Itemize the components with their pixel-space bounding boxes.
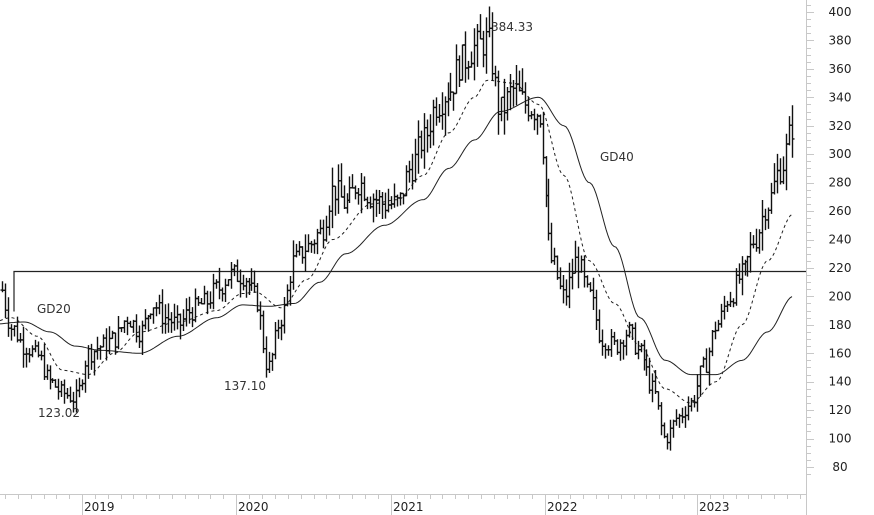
- horizontal-level-line: [13, 270, 806, 312]
- y-tick-label: 320: [829, 119, 852, 133]
- y-tick-label: 140: [829, 375, 852, 389]
- gd20-line: [0, 79, 793, 404]
- y-tick-label: 400: [829, 5, 852, 19]
- y-tick-label: 380: [829, 33, 852, 47]
- low-annotation-2018: 123.02: [38, 406, 80, 420]
- x-tick-label: 2019: [84, 500, 115, 514]
- gd40-line: [0, 96, 793, 376]
- y-tick-label: 80: [832, 460, 847, 474]
- low-annotation-2020: 137.10: [224, 379, 266, 393]
- x-tick-label: 2023: [699, 500, 730, 514]
- high-annotation: 384.33: [491, 20, 533, 34]
- ohlc-bars: [0, 6, 795, 451]
- y-tick-label: 340: [829, 90, 852, 104]
- y-tick-label: 120: [829, 403, 852, 417]
- y-tick-label: 100: [829, 432, 852, 446]
- y-tick-label: 360: [829, 62, 852, 76]
- x-tick-label: 2020: [238, 500, 269, 514]
- y-tick-label: 280: [829, 176, 852, 190]
- y-tick-label: 300: [829, 147, 852, 161]
- y-tick-label: 160: [829, 346, 852, 360]
- x-tick-label: 2022: [547, 500, 578, 514]
- gd20-label: GD20: [37, 302, 71, 316]
- x-tick-label: 2021: [393, 500, 424, 514]
- gd40-label: GD40: [600, 150, 634, 164]
- y-tick-label: 180: [829, 318, 852, 332]
- y-tick-label: 240: [829, 233, 852, 247]
- y-axis: 80 100 120 140 160 180 200 220 240 260 280 300 320 34…: [806, 0, 851, 515]
- y-tick-label: 260: [829, 204, 852, 218]
- x-axis: 2019 2020 2021 2022 2023: [0, 494, 806, 515]
- y-tick-label: 200: [829, 289, 852, 303]
- y-tick-label: 220: [829, 261, 852, 275]
- plot-area: [0, 6, 806, 451]
